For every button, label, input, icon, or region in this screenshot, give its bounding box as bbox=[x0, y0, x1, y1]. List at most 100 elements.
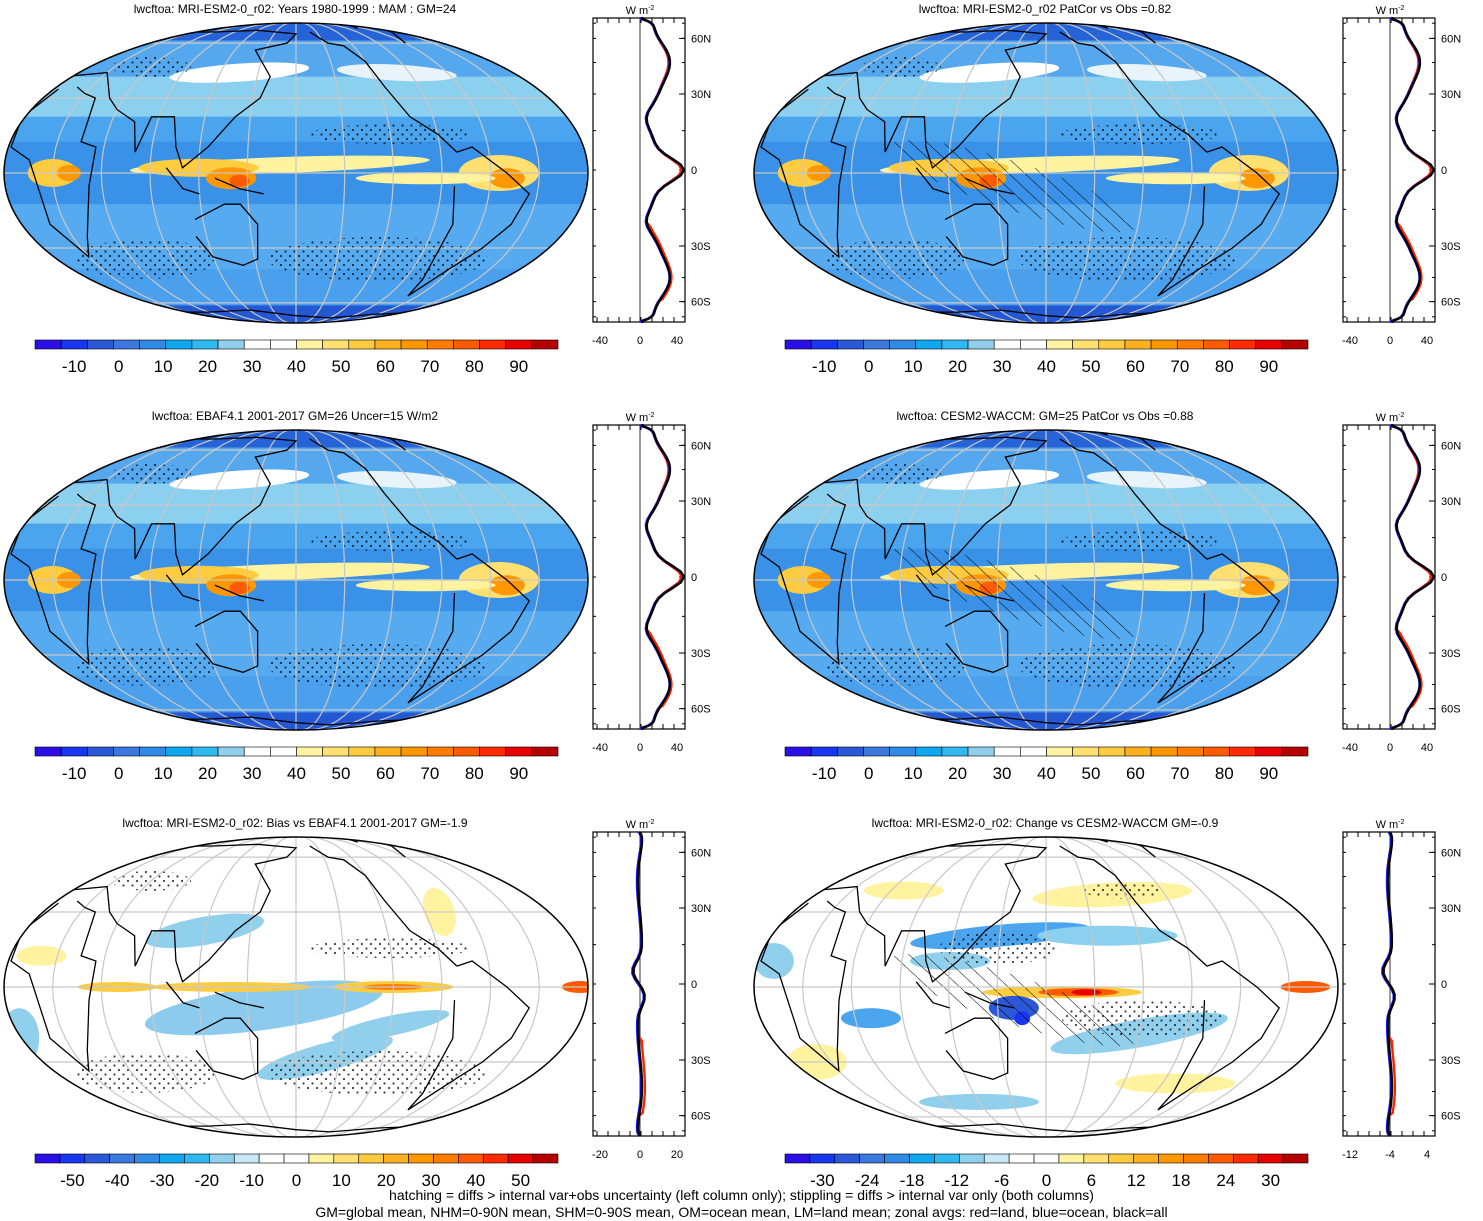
map-panel-3 bbox=[3, 429, 589, 731]
colorbar-swatch bbox=[1282, 1153, 1309, 1164]
colorbar-label: 40 bbox=[1037, 764, 1056, 783]
colorbar-label: 30 bbox=[993, 357, 1012, 376]
colorbar-swatch bbox=[165, 339, 193, 350]
colorbar-swatch bbox=[433, 1153, 459, 1164]
zonal-x-tick-label: 0 bbox=[1387, 742, 1393, 754]
zonal-lat-label: 30S bbox=[1441, 241, 1461, 253]
colorbar-swatch bbox=[959, 1153, 985, 1164]
colorbar-swatch bbox=[1072, 746, 1100, 757]
colorbar-swatch bbox=[532, 1153, 559, 1164]
zonal-lat-label: 0 bbox=[691, 165, 697, 177]
colorbar-swatch bbox=[209, 1153, 235, 1164]
colorbar-label: 6 bbox=[1087, 1171, 1096, 1190]
zonal-lat-label: 0 bbox=[1441, 979, 1447, 991]
colorbar-swatch bbox=[1133, 1153, 1159, 1164]
colorbar-label: 30 bbox=[243, 357, 262, 376]
zonal-x-tick-label: -4 bbox=[1385, 1149, 1395, 1161]
colorbar-swatch bbox=[1229, 339, 1256, 350]
colorbar-4: -10 0 10 20 30 40 50 60 70 80 90 bbox=[784, 746, 1309, 783]
colorbar-swatch bbox=[243, 339, 271, 350]
colorbar-swatch bbox=[348, 339, 376, 350]
zonal-lat-label: 60N bbox=[691, 847, 711, 859]
map-panel-4 bbox=[753, 429, 1339, 731]
colorbar-swatch bbox=[1158, 1153, 1184, 1164]
footer-line-2: GM=global mean, NHM=0-90N mean, SHM=0-90… bbox=[315, 1204, 1168, 1220]
zonal-plot-2: 60N 30N 0 30S 60S -40 0 40 W m-2 bbox=[1342, 5, 1461, 347]
colorbar-swatch bbox=[967, 746, 995, 757]
zonal-x-tick-label: 20 bbox=[671, 1149, 683, 1161]
colorbar-swatch bbox=[322, 746, 350, 757]
zonal-unit-label: W m-2 bbox=[1376, 5, 1405, 17]
colorbar-label: -50 bbox=[60, 1171, 85, 1190]
colorbar-swatch bbox=[863, 746, 890, 757]
zonal-lat-label: 0 bbox=[1441, 165, 1447, 177]
colorbar-swatch bbox=[84, 1153, 111, 1164]
colorbar-label: 50 bbox=[1081, 764, 1100, 783]
colorbar-swatch bbox=[400, 339, 428, 350]
colorbar-swatch bbox=[165, 746, 193, 757]
zonal-x-tick-label: -40 bbox=[1342, 742, 1358, 754]
colorbar-swatch bbox=[967, 339, 995, 350]
zonal-x-tick-label: 0 bbox=[637, 1149, 643, 1161]
zonal-lat-label: 30N bbox=[1441, 903, 1461, 915]
colorbar-swatch bbox=[1176, 746, 1204, 757]
colorbar-swatch bbox=[1281, 339, 1309, 350]
colorbar-swatch bbox=[113, 339, 140, 350]
colorbar-label: 18 bbox=[1172, 1171, 1191, 1190]
zonal-plot-6: 60N 30N 0 30S 60S -12 -4 4 W m-2 bbox=[1342, 819, 1461, 1161]
colorbar-label: 10 bbox=[904, 764, 923, 783]
colorbar-label: 40 bbox=[287, 764, 306, 783]
zonal-unit-label: W m-2 bbox=[626, 819, 655, 831]
colorbar-label: 20 bbox=[198, 764, 217, 783]
colorbar-swatch bbox=[333, 1153, 360, 1164]
colorbar-swatch bbox=[191, 746, 219, 757]
colorbar-label: 0 bbox=[1042, 1171, 1051, 1190]
map-panel-1 bbox=[3, 22, 589, 324]
zonal-lat-label: 30N bbox=[1441, 89, 1461, 101]
colorbar-swatch bbox=[60, 746, 88, 757]
colorbar-swatch bbox=[59, 1153, 86, 1164]
colorbar-swatch bbox=[283, 1153, 310, 1164]
colorbar-label: 10 bbox=[154, 764, 173, 783]
colorbar-label: 90 bbox=[509, 357, 528, 376]
zonal-unit-label: W m-2 bbox=[1376, 412, 1405, 424]
colorbar-label: 40 bbox=[287, 357, 306, 376]
zonal-plot-5: 60N 30N 0 30S 60S -20 0 20 W m-2 bbox=[592, 819, 711, 1161]
colorbar-swatch bbox=[479, 339, 506, 350]
colorbar-label: 70 bbox=[420, 357, 439, 376]
colorbar-swatch bbox=[134, 1153, 160, 1164]
colorbar-label: -30 bbox=[810, 1171, 835, 1190]
zonal-lat-label: 60N bbox=[691, 440, 711, 452]
colorbar-label: -24 bbox=[855, 1171, 880, 1190]
colorbar-label: 0 bbox=[114, 764, 123, 783]
colorbar-swatch bbox=[784, 746, 812, 757]
colorbar-label: -10 bbox=[812, 357, 837, 376]
zonal-x-tick-label: 4 bbox=[1424, 1149, 1430, 1161]
colorbar-swatch bbox=[34, 339, 62, 350]
colorbar-swatch bbox=[810, 339, 838, 350]
colorbar-swatch bbox=[34, 1153, 61, 1164]
colorbar-label: -10 bbox=[239, 1171, 264, 1190]
colorbar-label: 90 bbox=[509, 764, 528, 783]
colorbar-swatch bbox=[1255, 339, 1283, 350]
colorbar-swatch bbox=[408, 1153, 434, 1164]
colorbar-swatch bbox=[86, 746, 114, 757]
zonal-lat-label: 30S bbox=[1441, 648, 1461, 660]
zonal-lat-label: 60S bbox=[1441, 704, 1461, 716]
colorbar-label: -20 bbox=[195, 1171, 220, 1190]
zonal-x-tick-label: -12 bbox=[1342, 1149, 1358, 1161]
colorbar-swatch bbox=[507, 1153, 534, 1164]
colorbar-label: 50 bbox=[331, 764, 350, 783]
colorbar-label: 90 bbox=[1259, 357, 1278, 376]
colorbar-label: 70 bbox=[1170, 357, 1189, 376]
zonal-lat-label: 60N bbox=[1441, 440, 1461, 452]
colorbar-label: 30 bbox=[1261, 1171, 1280, 1190]
colorbar-swatch bbox=[941, 746, 969, 757]
colorbar-swatch bbox=[810, 746, 838, 757]
zonal-lat-label: 60S bbox=[691, 1111, 711, 1123]
colorbar-swatch bbox=[217, 339, 245, 350]
colorbar-swatch bbox=[184, 1153, 210, 1164]
zonal-lat-label: 60S bbox=[1441, 297, 1461, 309]
colorbar-swatch bbox=[1098, 746, 1126, 757]
colorbar-swatch bbox=[1124, 339, 1152, 350]
